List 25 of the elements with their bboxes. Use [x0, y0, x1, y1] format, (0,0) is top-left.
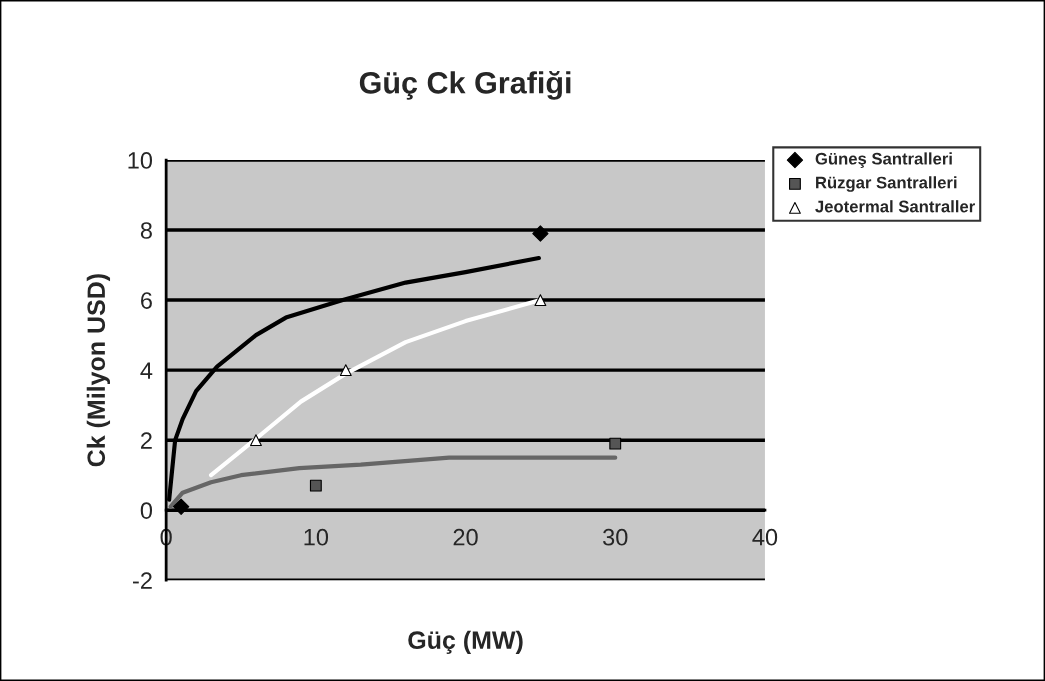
point [309, 479, 322, 492]
line-series [168, 455, 618, 509]
y-tick-label: 4 [140, 362, 153, 379]
point [532, 225, 549, 242]
legend-label: Rüzgar Santralleri [816, 176, 957, 192]
y-tick-label: 10 [128, 152, 153, 169]
y-axis-title: Ck (Milyon USD) [86, 274, 111, 467]
x-tick-label: 40 [752, 528, 778, 546]
y-tick-label: -2 [133, 572, 152, 589]
point [172, 498, 190, 515]
chart-title: Güç Ck Grafiği [359, 70, 571, 100]
y-tick-label: 0 [140, 502, 153, 519]
y-tick-label: 2 [141, 432, 152, 449]
x-tick-label: 30 [603, 528, 628, 546]
point [534, 294, 547, 307]
x-tick-label: 10 [304, 528, 329, 546]
legend-label: Jeotermal Santraller [815, 200, 975, 213]
point [609, 437, 622, 450]
legend-label: Güneş Santralleri [815, 152, 952, 168]
y-tick-label: 6 [141, 292, 152, 309]
x-tick-label: 20 [453, 528, 478, 546]
point [250, 434, 262, 447]
x-axis-title: Güç (MW) [408, 630, 523, 654]
y-tick-label: 8 [140, 222, 152, 239]
point [339, 364, 352, 377]
